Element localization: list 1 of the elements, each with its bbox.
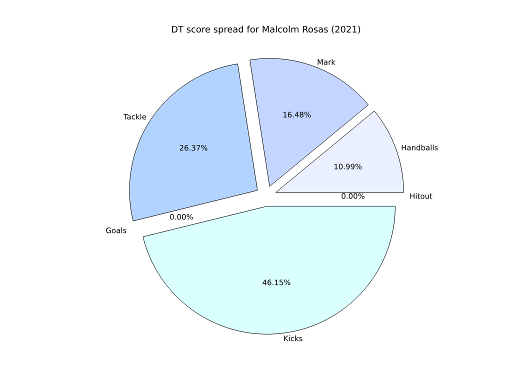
chart-title: DT score spread for Malcolm Rosas (2021) [172, 26, 360, 34]
